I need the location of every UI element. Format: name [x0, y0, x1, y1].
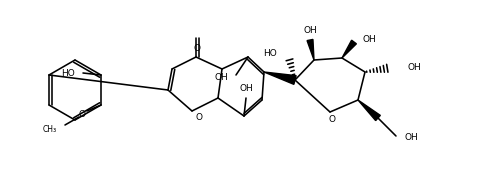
Text: OH: OH	[214, 74, 228, 82]
Polygon shape	[358, 100, 380, 121]
Polygon shape	[264, 72, 296, 84]
Polygon shape	[307, 39, 314, 60]
Text: OH: OH	[239, 84, 253, 93]
Text: O: O	[195, 113, 202, 123]
Text: O: O	[329, 115, 335, 124]
Text: OH: OH	[362, 36, 376, 44]
Text: O: O	[79, 109, 85, 119]
Text: O: O	[194, 44, 201, 53]
Text: HO: HO	[61, 69, 75, 78]
Text: OH: OH	[404, 134, 418, 142]
Text: CH₃: CH₃	[43, 124, 57, 134]
Text: OH: OH	[407, 63, 421, 71]
Text: OH: OH	[303, 26, 317, 35]
Polygon shape	[342, 40, 356, 58]
Text: HO: HO	[263, 48, 277, 58]
